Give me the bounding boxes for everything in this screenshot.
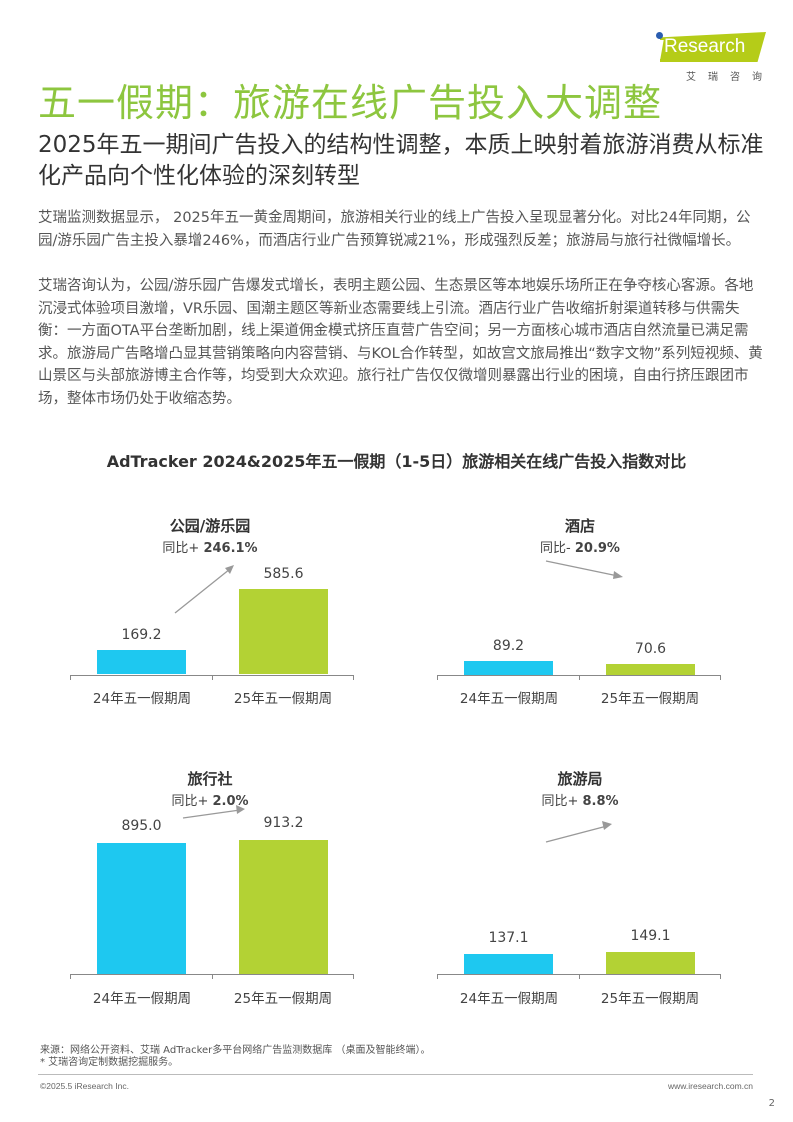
panel-title: 旅行社	[187, 770, 233, 788]
bar-2025	[606, 952, 695, 974]
chart-panel-travel-agencies: 旅行社 同比+ 2.0% 895.0 913.2 24年五一假期周 25年五一假…	[60, 760, 360, 1010]
panel-yoy: 同比+ 246.1%	[162, 541, 258, 556]
panel-yoy: 同比- 20.9%	[540, 541, 620, 556]
bar-value-2024: 895.0	[121, 818, 162, 834]
bar-2024	[97, 843, 186, 974]
logo-cn: 艾瑞咨询	[686, 72, 774, 83]
x-label-2024: 24年五一假期周	[459, 991, 559, 1007]
bar-value-2025: 70.6	[634, 641, 667, 657]
chart-panel-hotels: 酒店 同比- 20.9% 89.2 70.6 24年五一假期周 25年五一假期周	[430, 505, 730, 715]
x-label-2024: 24年五一假期周	[459, 691, 559, 707]
bar-value-2025: 585.6	[263, 566, 304, 582]
axis-tick	[353, 675, 354, 680]
body-paragraph-2: 艾瑞咨询认为，公园/游乐园广告爆发式增长，表明主题公园、生态景区等本地娱乐场所正…	[38, 278, 763, 407]
axis-tick	[212, 974, 213, 979]
trend-up-arrow-icon	[182, 805, 245, 819]
x-label-2025: 25年五一假期周	[600, 991, 700, 1007]
bar-value-2025: 149.1	[630, 928, 671, 944]
source-text: 来源：网络公开资料、艾瑞 AdTracker多平台网络广告监测数据库 （桌面及智…	[40, 1045, 431, 1056]
bar-value-2024: 169.2	[121, 627, 162, 643]
bar-2025	[606, 664, 695, 675]
axis-tick	[437, 675, 438, 680]
page-number: 2	[768, 1098, 775, 1109]
bar-value-2024: 137.1	[488, 930, 529, 946]
trend-up-arrow-icon	[174, 565, 234, 614]
chart-panel-tourism-bureaus: 旅游局 同比+ 8.8% 137.1 149.1 24年五一假期周 25年五一假…	[430, 760, 730, 1010]
bar-value-2025: 913.2	[263, 815, 304, 831]
website-link[interactable]: www.iresearch.com.cn	[667, 1081, 753, 1091]
x-axis	[437, 675, 720, 676]
page-title: 五一假期：旅游在线广告投入大调整	[38, 81, 663, 125]
axis-tick	[579, 974, 580, 979]
x-label-2025: 25年五一假期周	[233, 691, 333, 707]
axis-tick	[70, 974, 71, 979]
bar-2024	[97, 650, 186, 674]
page-subtitle: 2025年五一期间广告投入的结构性调整，本质上映射着旅游消费从标准化产品向个性化…	[38, 132, 764, 189]
axis-tick	[353, 974, 354, 979]
x-axis	[70, 675, 353, 676]
source-note: 来源：网络公开资料、艾瑞 AdTracker多平台网络广告监测数据库 （桌面及智…	[40, 1045, 430, 1069]
axis-tick	[720, 675, 721, 680]
trend-up-arrow-icon	[545, 821, 612, 843]
x-axis	[70, 974, 353, 975]
axis-tick	[579, 675, 580, 680]
bar-2025	[239, 589, 328, 674]
panel-yoy: 同比+ 8.8%	[541, 794, 619, 809]
panel-title: 酒店	[564, 517, 595, 535]
footnote-text: * 艾瑞咨询定制数据挖掘服务。	[40, 1057, 179, 1068]
axis-tick	[70, 675, 71, 680]
bar-value-2024: 89.2	[492, 638, 525, 654]
iresearch-logo: Research 艾瑞咨询	[650, 28, 780, 88]
x-label-2025: 25年五一假期周	[233, 991, 333, 1007]
bar-2024	[464, 954, 553, 974]
axis-tick	[437, 974, 438, 979]
trend-down-arrow-icon	[545, 560, 623, 579]
copyright: ©2025.5 iResearch Inc.	[40, 1081, 129, 1091]
panel-yoy: 同比+ 2.0%	[171, 794, 249, 809]
bar-2025	[239, 840, 328, 974]
x-label-2024: 24年五一假期周	[92, 991, 192, 1007]
panel-title: 旅游局	[557, 770, 603, 788]
x-label-2024: 24年五一假期周	[92, 691, 192, 707]
logo-banner	[660, 32, 766, 62]
axis-tick	[212, 675, 213, 680]
chart-title: AdTracker 2024&2025年五一假期（1-5日）旅游相关在线广告投入…	[106, 452, 687, 471]
x-label-2025: 25年五一假期周	[600, 691, 700, 707]
logo-dot	[656, 32, 663, 39]
bar-2024	[464, 661, 553, 675]
axis-tick	[720, 974, 721, 979]
chart-panel-parks: 公园/游乐园 同比+ 246.1% 169.2 585.6 24年五一假期周 2…	[60, 505, 360, 715]
footer-divider	[38, 1074, 753, 1075]
panel-title: 公园/游乐园	[169, 517, 251, 535]
logo-brand: Research	[664, 36, 746, 57]
x-axis	[437, 974, 720, 975]
body-paragraph-1: 艾瑞监测数据显示， 2025年五一黄金周期间，旅游相关行业的线上广告投入呈现显著…	[38, 210, 751, 249]
